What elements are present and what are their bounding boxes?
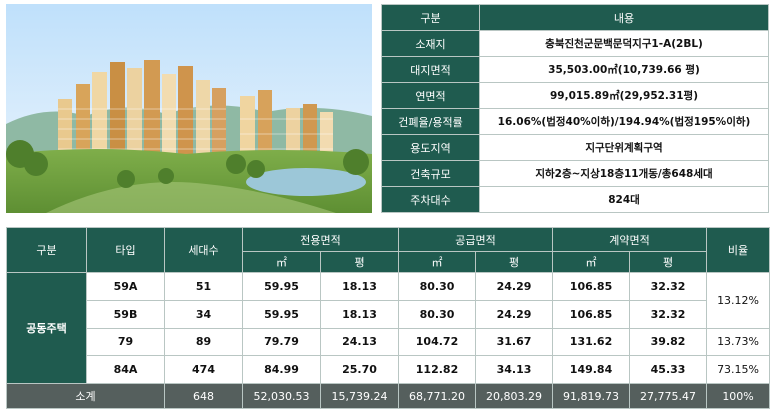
info-row-location: 소재지 충북진천군문백문덕지구1-A(2BL) [381, 30, 769, 57]
supply-header-row: 구분 타입 세대수 전용면적 공급면적 계약면적 비율 [6, 227, 771, 273]
info-label: 주차대수 [381, 186, 480, 213]
units-cell: 51 [164, 272, 243, 301]
supply-sqm-cell: 104.72 [398, 327, 477, 357]
exclusive-pyeong-cell: 25.70 [319, 355, 400, 384]
table-row: 59B 34 59.95 18.13 80.30 24.29 106.85 32… [7, 299, 770, 329]
type-cell: 59A [86, 272, 165, 301]
header-type: 타입 [86, 227, 165, 273]
unit-supply-table: 구분 타입 세대수 전용면적 공급면적 계약면적 비율 ㎡ 평 ㎡ 평 ㎡ 평 … [6, 227, 771, 409]
info-label: 대지면적 [381, 56, 480, 83]
subheader-sqm: ㎡ [552, 251, 631, 273]
info-header-category: 구분 [381, 4, 480, 31]
ratio-cell: 73.15% [706, 355, 771, 384]
subtotal-supply-pyeong: 20,803.29 [475, 383, 554, 409]
type-cell: 79 [86, 327, 165, 357]
supply-pyeong-cell: 31.67 [475, 327, 554, 357]
exclusive-pyeong-cell: 18.13 [319, 272, 400, 301]
info-row-coverage-ratio: 건폐율/용적률 16.06%(법정40%이하)/194.94%(법정195%이하… [381, 108, 769, 135]
contract-sqm-cell: 149.84 [552, 355, 631, 384]
info-value: 824대 [479, 186, 769, 213]
info-header-content: 내용 [479, 4, 769, 31]
info-value: 35,503.00㎡(10,739.66 평) [479, 56, 769, 83]
contract-pyeong-cell: 45.33 [629, 355, 708, 384]
subheader-sqm: ㎡ [242, 251, 321, 273]
subheader-pyeong: 평 [319, 251, 400, 273]
subheader-pyeong: 평 [629, 251, 708, 273]
contract-sqm-cell: 106.85 [552, 299, 631, 329]
info-label: 건축규모 [381, 160, 480, 187]
info-value: 충북진천군문백문덕지구1-A(2BL) [479, 30, 769, 57]
table-row: 84A 474 84.99 25.70 112.82 34.13 149.84 … [7, 355, 771, 384]
info-row-floor-area: 연면적 99,015.89㎡(29,952.31평) [381, 82, 769, 109]
contract-pyeong-cell: 32.32 [629, 299, 708, 329]
info-row-building-scale: 건축규모 지하2층~지상18층11개동/총648세대 [381, 160, 769, 187]
info-label: 연면적 [381, 82, 480, 109]
subtotal-contract-pyeong: 27,775.47 [629, 383, 708, 409]
info-value: 지구단위계획구역 [479, 134, 769, 161]
info-row-parking: 주차대수 824대 [381, 186, 769, 213]
info-label: 소재지 [381, 30, 480, 57]
project-info-table: 구분 내용 소재지 충북진천군문백문덕지구1-A(2BL) 대지면적 35,50… [381, 4, 769, 213]
contract-sqm-cell: 106.85 [552, 272, 631, 301]
info-value: 99,015.89㎡(29,952.31평) [479, 82, 769, 109]
units-cell: 474 [164, 355, 243, 384]
header-category: 구분 [6, 227, 87, 273]
exclusive-sqm-cell: 59.95 [242, 299, 321, 329]
category-cell: 공동주택 [6, 272, 87, 384]
subtotal-row: 소계 648 52,030.53 15,739.24 68,771.20 20,… [6, 383, 771, 409]
subheader-sqm: ㎡ [398, 251, 477, 273]
supply-pyeong-cell: 34.13 [475, 355, 554, 384]
ratio-cell: 13.73% [706, 327, 771, 357]
exclusive-sqm-cell: 84.99 [242, 355, 321, 384]
ratio-cell: 13.12% [706, 272, 771, 329]
subtotal-label: 소계 [6, 383, 165, 409]
header-ratio: 비율 [706, 227, 771, 273]
info-label: 건폐율/용적률 [381, 108, 480, 135]
apartment-complex-rendering [6, 4, 372, 213]
contract-pyeong-cell: 39.82 [629, 327, 708, 357]
units-cell: 34 [164, 299, 243, 329]
subtotal-ratio: 100% [706, 383, 771, 409]
apartment-complex-illustration [6, 4, 372, 213]
supply-subheader-row: ㎡ 평 ㎡ 평 ㎡ 평 [7, 251, 770, 273]
exclusive-pyeong-cell: 24.13 [319, 327, 400, 357]
header-contract-area: 계약면적 [552, 227, 708, 252]
supply-sqm-cell: 112.82 [398, 355, 477, 384]
contract-sqm-cell: 131.62 [552, 327, 631, 357]
exclusive-sqm-cell: 59.95 [242, 272, 321, 301]
subtotal-units: 648 [164, 383, 243, 409]
contract-pyeong-cell: 32.32 [629, 272, 708, 301]
type-cell: 59B [86, 299, 165, 329]
subheader-pyeong: 평 [475, 251, 554, 273]
subtotal-contract-sqm: 91,819.73 [552, 383, 631, 409]
subtotal-supply-sqm: 68,771.20 [398, 383, 477, 409]
supply-pyeong-cell: 24.29 [475, 299, 554, 329]
header-units: 세대수 [164, 227, 243, 273]
info-value: 16.06%(법정40%이하)/194.94%(법정195%이하) [479, 108, 769, 135]
exclusive-sqm-cell: 79.79 [242, 327, 321, 357]
subtotal-exclusive-pyeong: 15,739.24 [319, 383, 400, 409]
info-value: 지하2층~지상18층11개동/총648세대 [479, 160, 769, 187]
exclusive-pyeong-cell: 18.13 [319, 299, 400, 329]
header-supply-area: 공급면적 [398, 227, 554, 252]
table-row: 공동주택 59A 51 59.95 18.13 80.30 24.29 106.… [6, 272, 771, 384]
header-exclusive-area: 전용면적 [241, 227, 400, 252]
info-label: 용도지역 [381, 134, 480, 161]
subtotal-exclusive-sqm: 52,030.53 [242, 383, 321, 409]
units-cell: 89 [164, 327, 243, 357]
info-row-zoning: 용도지역 지구단위계획구역 [381, 134, 769, 161]
table-row: 79 89 79.79 24.13 104.72 31.67 131.62 39… [7, 327, 771, 357]
supply-pyeong-cell: 24.29 [475, 272, 554, 301]
supply-sqm-cell: 80.30 [398, 272, 477, 301]
type-cell: 84A [86, 355, 165, 384]
supply-sqm-cell: 80.30 [398, 299, 477, 329]
info-row-site-area: 대지면적 35,503.00㎡(10,739.66 평) [381, 56, 769, 83]
info-header-row: 구분 내용 [381, 4, 769, 31]
